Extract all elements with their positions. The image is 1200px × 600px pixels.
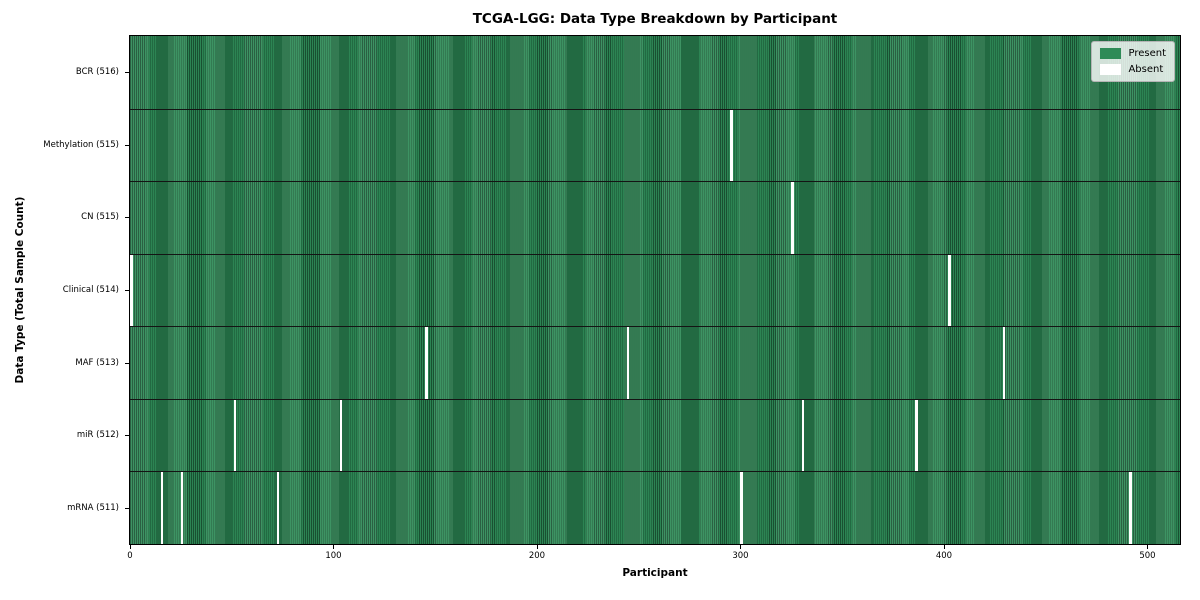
x-tick-mark bbox=[130, 545, 131, 549]
absent-gap bbox=[425, 327, 428, 399]
y-tick-mark bbox=[125, 144, 129, 146]
x-axis-title: Participant bbox=[622, 567, 688, 579]
absent-gap bbox=[276, 472, 279, 544]
absent-swatch-icon bbox=[1100, 64, 1122, 75]
absent-gap bbox=[791, 182, 794, 254]
absent-gap bbox=[1002, 327, 1006, 399]
y-tick-label: BCR (516) bbox=[75, 67, 119, 78]
y-tick-mark bbox=[125, 507, 129, 509]
y-tick-label: miR (512) bbox=[76, 430, 119, 441]
heatmap-row-mRNA bbox=[130, 471, 1180, 544]
heatmap-row-Clinical bbox=[130, 253, 1180, 327]
y-tick-mark bbox=[125, 290, 129, 291]
y-tick-mark bbox=[125, 362, 129, 364]
y-tick-label: Methylation (515) bbox=[43, 139, 119, 150]
absent-gap bbox=[130, 254, 133, 327]
absent-gap bbox=[801, 399, 804, 472]
y-tick-label: MAF (513) bbox=[75, 357, 119, 368]
x-tick-mark bbox=[1147, 545, 1149, 549]
y-tick-label: Clinical (514) bbox=[62, 285, 119, 295]
absent-gap bbox=[160, 472, 164, 544]
heatmap-row-miR bbox=[130, 398, 1180, 472]
absent-gap bbox=[626, 327, 629, 399]
absent-gap bbox=[1129, 472, 1132, 544]
heatmap-row-MAF bbox=[130, 326, 1180, 399]
x-tick-mark bbox=[333, 545, 335, 549]
y-tick-mark bbox=[125, 72, 129, 74]
absent-gap bbox=[233, 399, 237, 472]
y-tick-mark bbox=[125, 217, 129, 219]
absent-gap bbox=[339, 399, 343, 472]
y-tick-mark bbox=[125, 435, 129, 437]
absent-gap bbox=[740, 472, 743, 544]
absent-gap bbox=[180, 472, 184, 544]
x-tick-mark bbox=[536, 545, 538, 549]
x-tick-label: 0 bbox=[127, 551, 133, 561]
heatmap-row-Methylation bbox=[130, 108, 1180, 182]
legend: Present Absent bbox=[1091, 41, 1175, 82]
x-tick-mark bbox=[943, 545, 945, 549]
present-swatch-icon bbox=[1100, 48, 1122, 59]
y-tick-label: mRNA (511) bbox=[67, 502, 119, 513]
heatmap-row-CN bbox=[130, 181, 1180, 254]
legend-label-absent: Absent bbox=[1128, 64, 1164, 75]
x-tick-label: 300 bbox=[732, 551, 749, 561]
x-tick-label: 200 bbox=[528, 551, 546, 561]
x-tick-label: 400 bbox=[935, 551, 953, 561]
heatmap-row-BCR bbox=[130, 36, 1180, 109]
legend-item-absent: Absent bbox=[1100, 64, 1166, 75]
legend-label-present: Present bbox=[1128, 48, 1166, 59]
absent-gap bbox=[948, 254, 951, 327]
plot-area: Present Absent bbox=[129, 35, 1181, 545]
y-tick-label: CN (515) bbox=[81, 212, 119, 223]
absent-gap bbox=[730, 109, 733, 182]
absent-gap bbox=[915, 399, 918, 472]
x-tick-label: 100 bbox=[325, 551, 342, 561]
x-tick-label: 500 bbox=[1139, 551, 1156, 561]
legend-item-present: Present bbox=[1100, 48, 1166, 59]
x-tick-mark bbox=[740, 545, 742, 549]
chart-title: TCGA-LGG: Data Type Breakdown by Partici… bbox=[472, 11, 838, 27]
heatmap-rows bbox=[130, 36, 1180, 544]
